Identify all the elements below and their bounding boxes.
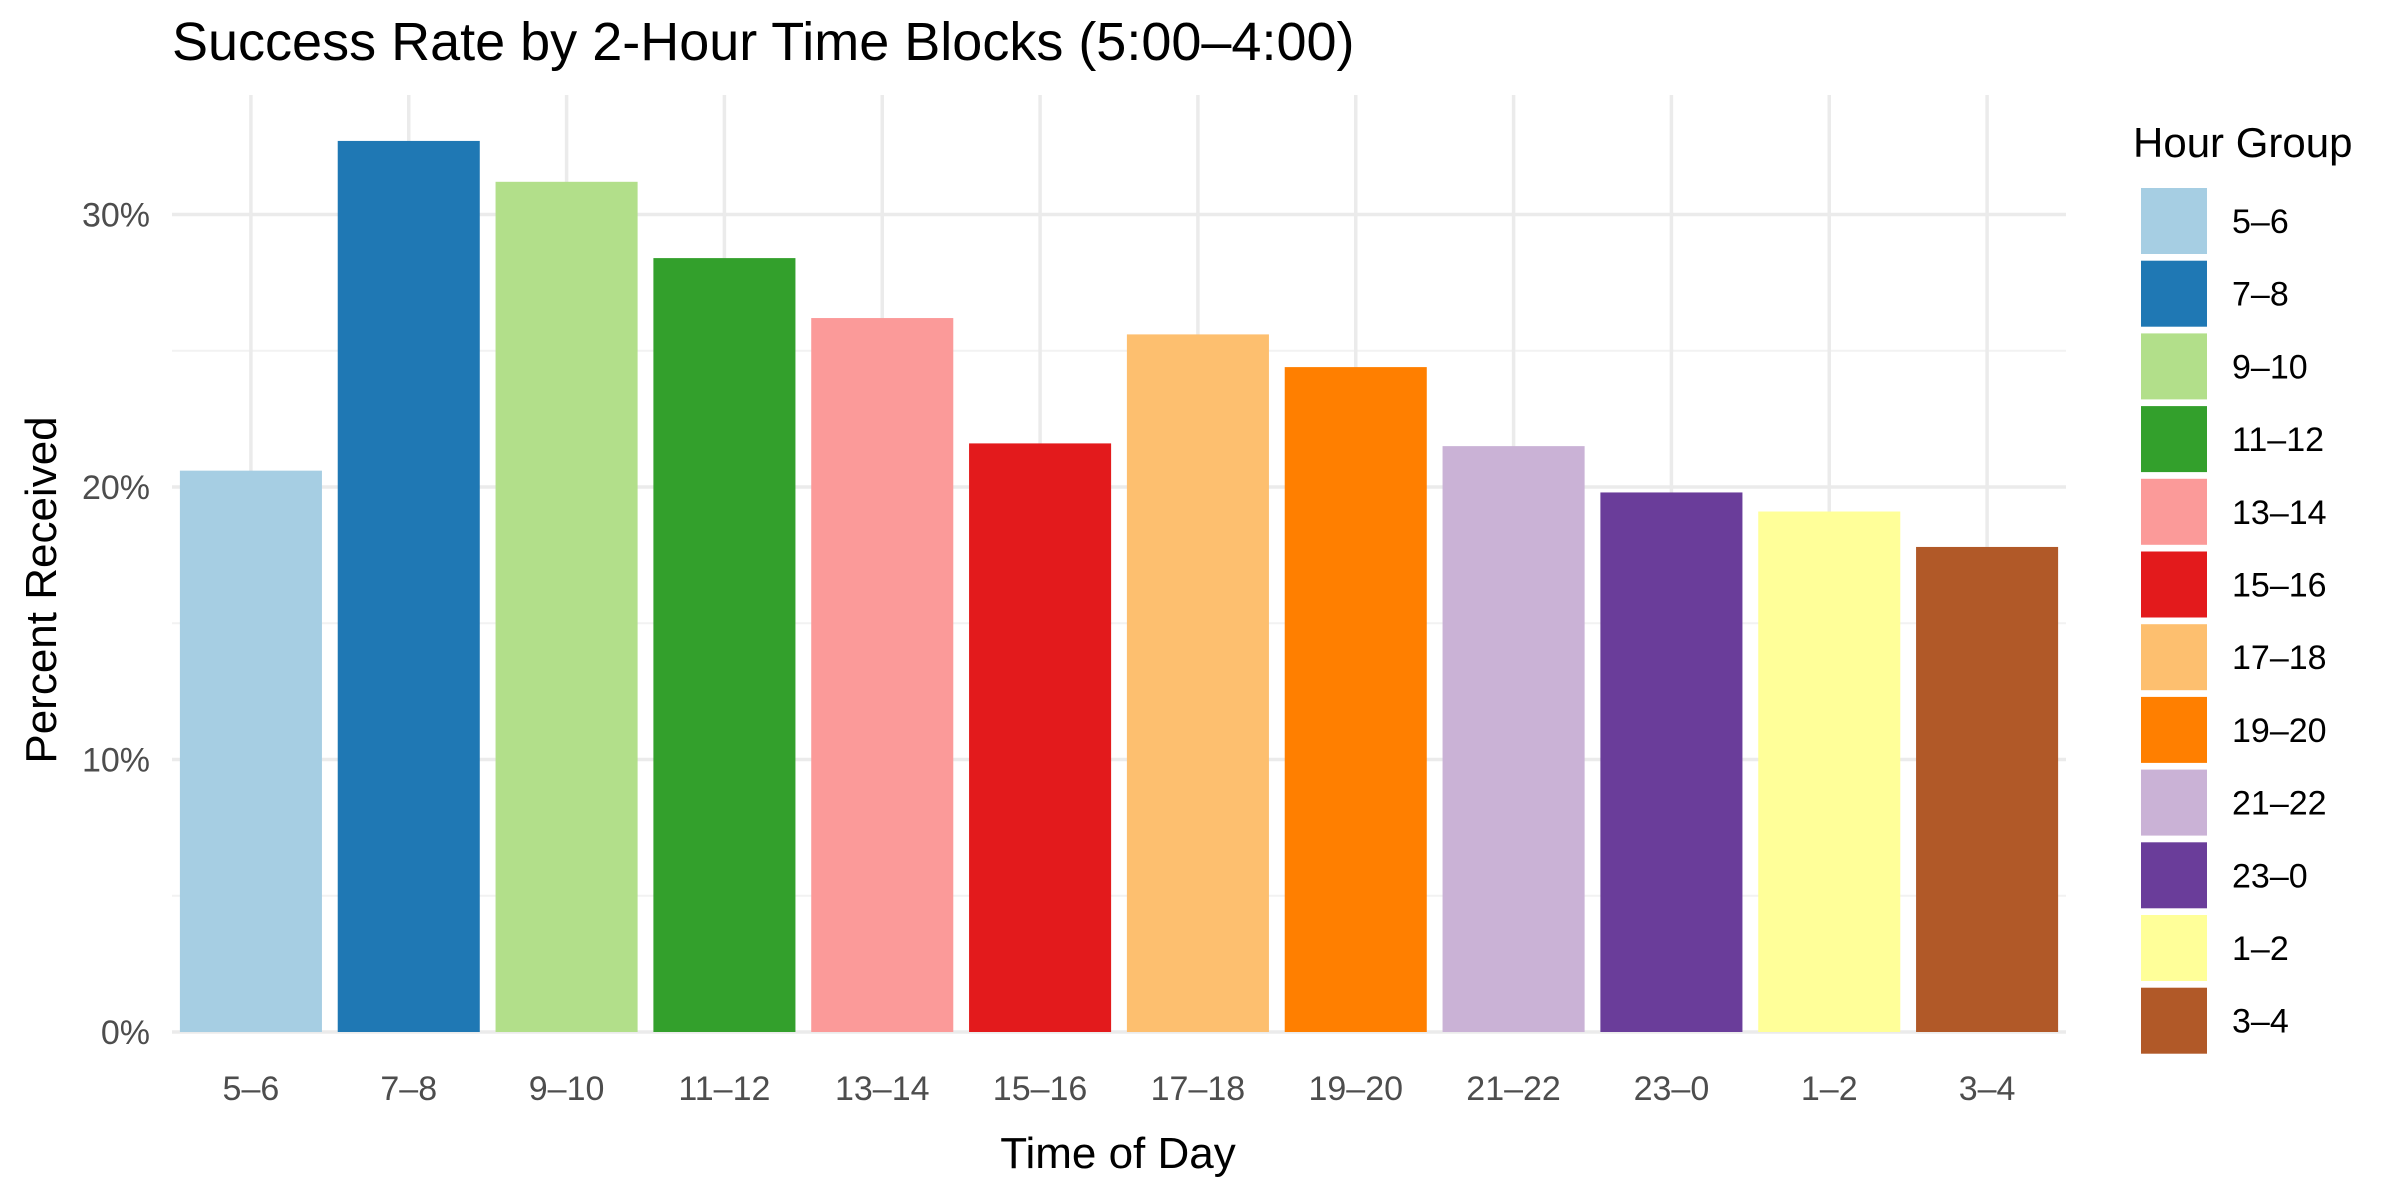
x-tick-label: 11–12 [678, 1070, 770, 1108]
x-tick-label: 7–8 [380, 1070, 437, 1108]
x-tick-label: 5–6 [223, 1070, 280, 1108]
legend-label: 5–6 [2232, 203, 2289, 241]
legend-label: 21–22 [2232, 785, 2327, 823]
x-tick-label: 23–0 [1634, 1070, 1710, 1108]
x-tick-labels: 5–6 7–8 9–10 11–12 13–14 15–16 17–18 19–20 21–22… [223, 1070, 2016, 1108]
bar-7–8 [337, 140, 480, 1033]
bar-13–14 [811, 318, 954, 1032]
x-tick-label: 9–10 [529, 1070, 605, 1108]
x-tick-label: 15–16 [993, 1070, 1088, 1108]
x-tick-label: 19–20 [1308, 1070, 1403, 1108]
bar-5–6 [179, 470, 322, 1032]
x-tick-label: 3–4 [1959, 1070, 2016, 1108]
bar-21–22 [1442, 446, 1585, 1032]
legend-title: Hour Group [2133, 119, 2352, 166]
bars [179, 140, 2059, 1033]
bar-17–18 [1126, 334, 1269, 1032]
y-tick-label: 30% [82, 197, 150, 235]
y-tick-label: 0% [101, 1014, 150, 1052]
y-tick-labels: 0% 10% 20% 30% [82, 197, 150, 1053]
legend-label: 15–16 [2232, 567, 2327, 605]
legend-label: 13–14 [2232, 494, 2327, 532]
chart-title: Success Rate by 2-Hour Time Blocks (5:00… [172, 12, 1355, 72]
y-axis-title: Percent Received [17, 416, 66, 763]
y-tick-label: 10% [82, 742, 150, 780]
legend-key-19–20 [2141, 696, 2207, 763]
x-tick-label: 13–14 [835, 1070, 930, 1108]
x-tick-label: 17–18 [1151, 1070, 1246, 1108]
legend-key-7–8 [2141, 260, 2207, 327]
bar-9–10 [495, 181, 638, 1033]
legend-label: 3–4 [2232, 1003, 2289, 1041]
legend-key-13–14 [2141, 478, 2207, 545]
legend-key-11–12 [2141, 406, 2207, 473]
legend-key-1–2 [2141, 915, 2207, 981]
bar-15–16 [969, 443, 1112, 1032]
legend: Hour Group 5–6 7–8 9–10 11–12 13–14 15–16 17–1… [2133, 119, 2352, 1054]
x-axis-title: Time of Day [1000, 1129, 1236, 1178]
legend-label: 11–12 [2232, 421, 2324, 459]
x-tick-label: 21–22 [1466, 1070, 1561, 1108]
legend-label: 7–8 [2232, 276, 2289, 314]
bar-19–20 [1284, 367, 1427, 1033]
legend-key-17–18 [2141, 624, 2207, 691]
legend-key-5–6 [2141, 188, 2207, 254]
legend-label: 23–0 [2232, 857, 2308, 895]
x-tick-label: 1–2 [1801, 1070, 1858, 1108]
legend-key-15–16 [2141, 551, 2207, 618]
bar-23–0 [1600, 492, 1743, 1032]
y-tick-label: 20% [82, 469, 150, 507]
legend-label: 17–18 [2232, 639, 2327, 677]
bar-11–12 [653, 258, 796, 1033]
legend-items: 5–6 7–8 9–10 11–12 13–14 15–16 17–18 19–20 21–22… [2141, 188, 2327, 1054]
legend-label: 19–20 [2232, 712, 2327, 750]
legend-key-21–22 [2141, 769, 2207, 836]
legend-key-9–10 [2141, 333, 2207, 400]
legend-key-23–0 [2141, 842, 2207, 909]
bar-1–2 [1758, 511, 1901, 1032]
legend-label: 1–2 [2232, 930, 2289, 968]
legend-label: 9–10 [2232, 348, 2308, 386]
bar-3–4 [1916, 546, 2059, 1032]
legend-key-3–4 [2141, 987, 2207, 1054]
